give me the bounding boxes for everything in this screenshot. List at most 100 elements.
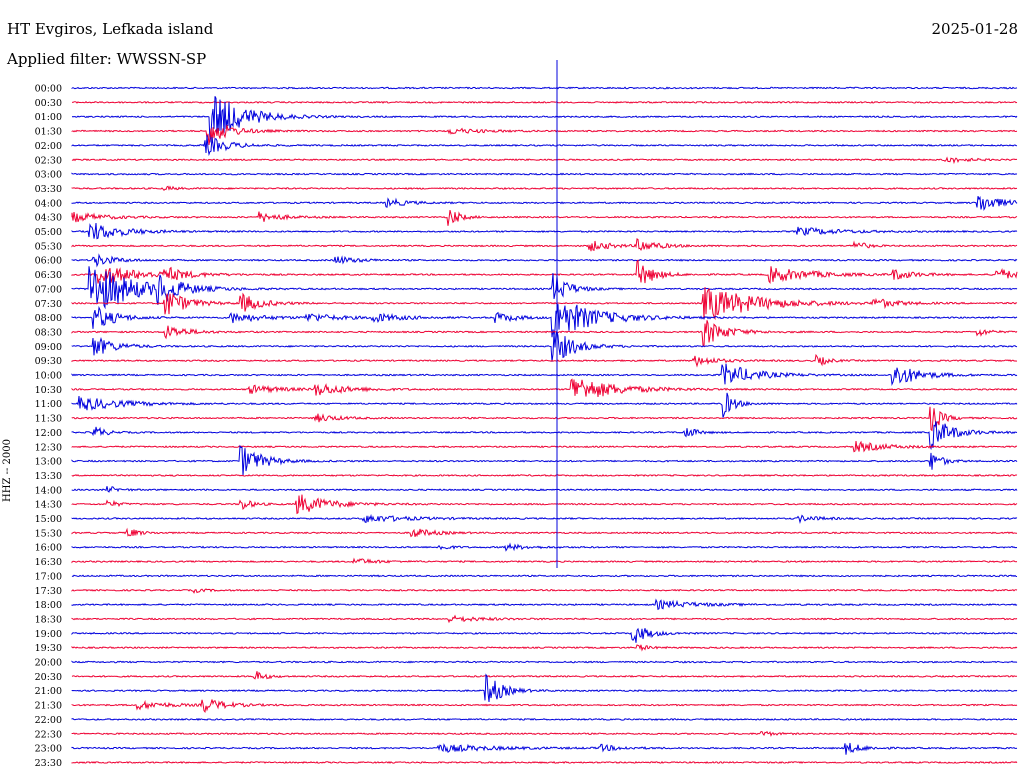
- trace-2230: [71, 730, 1018, 737]
- trace-0130: [71, 125, 1018, 145]
- time-tick-0130: 01:30: [35, 127, 62, 138]
- trace-1530: [71, 527, 1018, 538]
- trace-1300: [71, 444, 1018, 477]
- time-tick-1900: 19:00: [35, 629, 62, 640]
- filter-label: Applied filter: WWSSN-SP: [7, 50, 207, 68]
- time-tick-0800: 08:00: [35, 313, 62, 324]
- trace-0330: [71, 185, 1018, 192]
- time-tick-0600: 06:00: [35, 256, 62, 267]
- trace-0930: [71, 353, 1018, 368]
- time-tick-1100: 11:00: [35, 399, 62, 410]
- trace-0430: [71, 209, 1018, 226]
- time-tick-1630: 16:30: [35, 557, 62, 568]
- trace-0000: [71, 86, 1018, 90]
- time-tick-1800: 18:00: [35, 600, 62, 611]
- trace-1500: [71, 513, 1018, 524]
- time-tick-0200: 02:00: [35, 141, 62, 152]
- trace-0030: [71, 100, 1018, 104]
- time-tick-1600: 16:00: [35, 543, 62, 554]
- time-tick-2330: 23:30: [35, 758, 62, 769]
- trace-1700: [71, 574, 1018, 578]
- time-tick-1200: 12:00: [35, 428, 62, 439]
- trace-2030: [71, 671, 1018, 680]
- trace-0900: [71, 329, 1018, 362]
- time-tick-0630: 06:30: [35, 270, 62, 281]
- trace-0800: [71, 304, 1018, 338]
- trace-1100: [71, 392, 1018, 418]
- time-tick-1730: 17:30: [35, 586, 62, 597]
- time-tick-0030: 00:30: [35, 98, 62, 109]
- trace-0630: [71, 259, 1018, 284]
- time-tick-labels: 00:00 00:30 01:00 01:30 02:00 02:30 03:00 03:30…: [35, 84, 62, 769]
- time-tick-1400: 14:00: [35, 485, 62, 496]
- trace-0730: [71, 287, 1018, 321]
- trace-0500: [71, 222, 1018, 240]
- time-tick-1500: 15:00: [35, 514, 62, 525]
- time-tick-0830: 08:30: [35, 327, 62, 338]
- trace-2300: [71, 742, 1018, 755]
- trace-1930: [71, 644, 1018, 652]
- time-tick-0330: 03:30: [35, 184, 62, 195]
- time-tick-0730: 07:30: [35, 299, 62, 310]
- trace-2130: [71, 699, 1018, 714]
- trace-0530: [71, 238, 1018, 252]
- time-tick-2030: 20:30: [35, 672, 62, 683]
- trace-1730: [71, 588, 1018, 594]
- trace-0400: [71, 195, 1018, 211]
- time-tick-2130: 21:30: [35, 701, 62, 712]
- trace-0230: [71, 156, 1018, 165]
- time-tick-1230: 12:30: [35, 442, 62, 453]
- trace-0600: [71, 253, 1018, 268]
- time-tick-0500: 05:00: [35, 227, 62, 238]
- time-tick-1530: 15:30: [35, 528, 62, 539]
- time-tick-2100: 21:00: [35, 686, 62, 697]
- seismic-traces: [71, 86, 1018, 764]
- trace-1030: [71, 378, 1018, 397]
- trace-1630: [71, 557, 1018, 564]
- trace-1830: [71, 614, 1018, 624]
- time-tick-0700: 07:00: [35, 284, 62, 295]
- time-tick-0400: 04:00: [35, 198, 62, 209]
- time-tick-2300: 23:00: [35, 744, 62, 755]
- trace-0200: [71, 135, 1018, 157]
- time-tick-0230: 02:30: [35, 155, 62, 166]
- time-tick-1830: 18:30: [35, 614, 62, 625]
- time-tick-1700: 17:00: [35, 571, 62, 582]
- time-tick-1430: 14:30: [35, 500, 62, 511]
- time-tick-0930: 09:30: [35, 356, 62, 367]
- time-tick-1300: 13:00: [35, 457, 62, 468]
- trace-2330: [71, 761, 1018, 764]
- time-tick-1130: 11:30: [35, 414, 62, 425]
- trace-1400: [71, 486, 1018, 493]
- time-tick-2230: 22:30: [35, 729, 62, 740]
- trace-1900: [71, 627, 1018, 643]
- trace-2100: [71, 673, 1018, 703]
- trace-1130: [71, 406, 1018, 432]
- trace-1000: [71, 363, 1018, 387]
- trace-0700: [71, 266, 1018, 310]
- trace-1800: [71, 598, 1018, 611]
- trace-2200: [71, 717, 1017, 721]
- time-tick-0900: 09:00: [35, 342, 62, 353]
- time-tick-0100: 01:00: [35, 112, 62, 123]
- time-tick-1930: 19:30: [35, 643, 62, 654]
- trace-0830: [71, 320, 1018, 348]
- time-tick-0300: 03:00: [35, 170, 62, 181]
- time-tick-2000: 20:00: [35, 658, 62, 669]
- trace-1600: [71, 542, 1018, 552]
- trace-0100: [71, 96, 1018, 143]
- time-tick-0000: 00:00: [35, 84, 62, 95]
- station-title: HT Evgiros, Lefkada island: [7, 20, 214, 38]
- time-tick-1030: 10:30: [35, 385, 62, 396]
- trace-1330: [71, 474, 1018, 477]
- time-tick-2200: 22:00: [35, 715, 62, 726]
- time-tick-1000: 10:00: [35, 371, 62, 382]
- trace-1230: [71, 440, 1018, 453]
- time-tick-0530: 05:30: [35, 241, 62, 252]
- trace-1430: [71, 494, 1018, 515]
- time-tick-1330: 13:30: [35, 471, 62, 482]
- date-label: 2025-01-28: [931, 20, 1018, 38]
- trace-2000: [71, 660, 1018, 664]
- time-tick-0430: 04:30: [35, 213, 62, 224]
